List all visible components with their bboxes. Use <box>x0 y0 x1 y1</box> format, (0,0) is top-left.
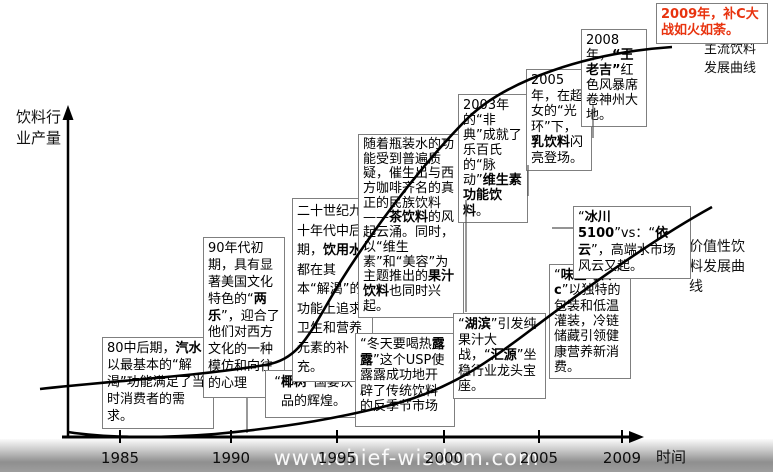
annotation-tea-and-juice: 随着瓶装水的功能受到普遍质疑，催生出与西方咖啡齐名的真正的民族饮料——茶饮料的风… <box>358 134 464 319</box>
year-label-2009: 2009 <box>602 449 642 467</box>
year-label-1995: 1995 <box>317 449 357 467</box>
annotation-2009-vitamin-c-war: 2009年，补C大战如火如荼。 <box>656 3 768 44</box>
year-label-1990: 1990 <box>211 449 251 467</box>
year-label-1985: 1985 <box>100 449 140 467</box>
annotation-weiquan-daily-c: “味全每日c”以独特的包装和低温灌装，冷链储藏引领健康营养新消费。 <box>549 264 631 380</box>
annotation-lulu-winter-usp: “冬天要喝热露露”这个USP使露露成功地开辟了传统饮料的反季节市场 <box>355 333 455 427</box>
annotation-2003-sars-maidong: 2003年的“非典”成就了乐百氏的“脉动”维生素功能饮料。 <box>458 94 528 223</box>
watermark: www.chief-wisdom.com <box>273 446 540 470</box>
annotation-2008-wanglaoji: 2008年，“王老吉”红色风暴席卷神州大地。 <box>581 29 647 128</box>
value-curve-label: 价值性饮 料发展曲 线 <box>689 239 745 295</box>
annotation-1980s-soda: 80中后期，汽水以最基本的“解渴”功能满足了当时消费者的需求。 <box>102 337 214 430</box>
year-label-2005: 2005 <box>519 449 559 467</box>
year-label-2000: 2000 <box>424 449 464 467</box>
annotation-glacier5100-vs-evian: “冰川5100”vs：“依云”，高端水市场风云又起。 <box>573 206 691 279</box>
x-axis-label: 时间 <box>656 448 687 466</box>
annotation-hubin-huiyuan: “湖滨”引发纯果汁大战，“汇源”坐稳行业龙头宝座。 <box>453 313 546 399</box>
y-axis-label: 饮料行 业产量 <box>16 108 62 147</box>
mainstream-curve-label: 主流饮料 发展曲线 <box>704 42 757 76</box>
y-axis-arrow-icon <box>62 105 74 120</box>
bottom-gradient-band <box>0 439 773 472</box>
